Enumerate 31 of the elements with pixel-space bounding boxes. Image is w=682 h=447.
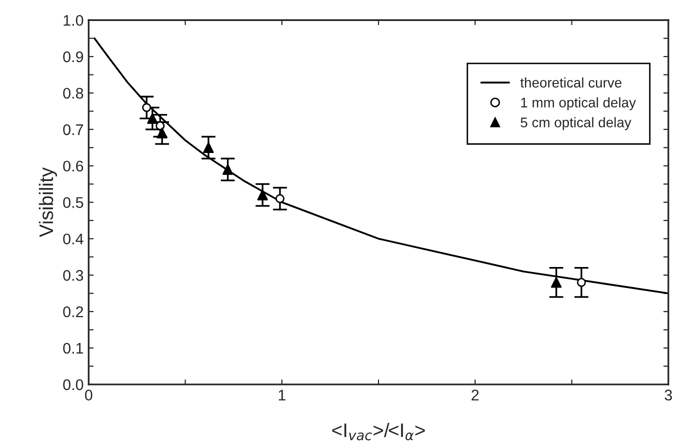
x-tick-label: 1 bbox=[278, 390, 286, 400]
x-tick-label: 0 bbox=[85, 390, 92, 401]
y-tick-label: 0.3 bbox=[63, 270, 84, 281]
y-tick-label: 0.6 bbox=[63, 160, 84, 172]
point bbox=[576, 278, 586, 287]
x-tick-label: 2 bbox=[472, 390, 479, 400]
legend-label: 5 cm optical delay bbox=[520, 117, 632, 130]
x-axis-title: <I$_{vac}$>/<I$_{α}$> bbox=[332, 422, 425, 440]
y-tick-label: 0.8 bbox=[63, 88, 84, 99]
y-tick-label: 0.1 bbox=[63, 342, 84, 354]
legend-label: theoretical curve bbox=[520, 77, 622, 88]
point bbox=[275, 194, 284, 204]
y-tick-label: 0.9 bbox=[63, 51, 84, 62]
point bbox=[147, 113, 158, 124]
y-tick-label: 1.0 bbox=[64, 14, 84, 26]
y-tick-label: 0.2 bbox=[63, 306, 84, 318]
y-tick-label: 0.0 bbox=[63, 379, 84, 390]
y-tick-label: 0.5 bbox=[63, 197, 84, 208]
point bbox=[550, 277, 562, 288]
point bbox=[142, 103, 152, 112]
point bbox=[156, 128, 168, 138]
line-series bbox=[94, 37, 668, 294]
x-tick-label: 3 bbox=[664, 390, 672, 401]
point bbox=[156, 121, 165, 130]
point bbox=[257, 190, 268, 200]
y-tick-label: 0.7 bbox=[63, 124, 84, 136]
y-tick-label: 0.4 bbox=[63, 234, 84, 244]
y-axis-title: Visibility bbox=[38, 167, 58, 238]
legend-label: 1 mm optical delay bbox=[521, 97, 636, 110]
point bbox=[222, 164, 234, 175]
point bbox=[203, 142, 214, 153]
